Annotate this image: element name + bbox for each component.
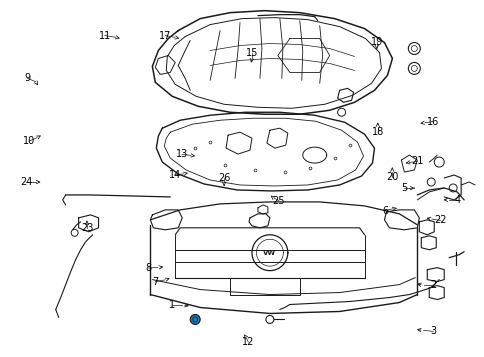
Text: 10: 10 xyxy=(23,136,35,146)
Text: 4: 4 xyxy=(454,195,460,205)
Text: 18: 18 xyxy=(371,127,383,137)
Text: 24: 24 xyxy=(20,177,32,187)
Text: 22: 22 xyxy=(434,216,446,226)
Text: 13: 13 xyxy=(176,149,188,159)
Text: 3: 3 xyxy=(429,326,436,336)
Text: VW: VW xyxy=(263,250,276,256)
Text: 8: 8 xyxy=(145,263,151,273)
Text: 23: 23 xyxy=(80,223,93,233)
Text: 25: 25 xyxy=(272,196,285,206)
Text: 26: 26 xyxy=(217,173,230,183)
Text: 21: 21 xyxy=(410,156,423,166)
Text: 2: 2 xyxy=(429,280,436,290)
Text: 5: 5 xyxy=(400,183,407,193)
Text: 17: 17 xyxy=(159,31,171,41)
Text: 20: 20 xyxy=(385,172,398,182)
Text: 11: 11 xyxy=(98,31,111,41)
Text: 16: 16 xyxy=(426,117,439,127)
Text: 9: 9 xyxy=(24,73,30,83)
Text: 14: 14 xyxy=(168,170,181,180)
Text: 7: 7 xyxy=(152,277,158,287)
Text: 6: 6 xyxy=(381,206,387,216)
Text: 12: 12 xyxy=(242,337,254,347)
Circle shape xyxy=(190,315,200,325)
Text: 15: 15 xyxy=(245,48,258,58)
Text: 19: 19 xyxy=(370,36,382,47)
Text: 1: 1 xyxy=(169,300,175,310)
